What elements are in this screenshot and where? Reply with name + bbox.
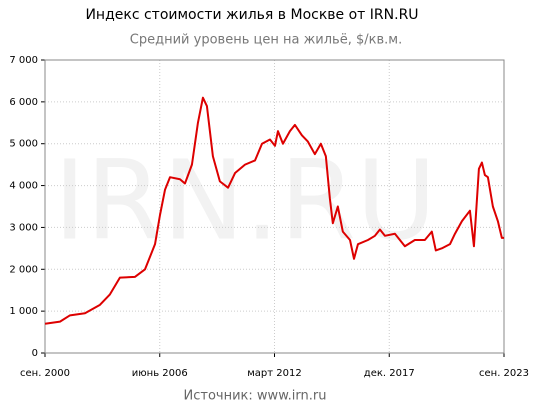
x-tick-label: сен. 2000 xyxy=(20,368,70,379)
x-tick-label: дек. 2017 xyxy=(364,368,415,379)
plot-frame xyxy=(44,59,505,354)
source: Источник: www.irn.ru xyxy=(184,389,327,404)
y-tick-label: 6 000 xyxy=(9,97,38,108)
y-tick-label: 7 000 xyxy=(9,55,38,66)
x-tick-label: июнь 2006 xyxy=(132,368,188,379)
y-tick-label: 0 xyxy=(32,348,38,359)
watermark: IRN.RU xyxy=(53,136,436,264)
y-tick-label: 3 000 xyxy=(9,222,38,233)
x-tick-label: сен. 2023 xyxy=(479,368,529,379)
chart-title: Индекс стоимости жилья в Москве от IRN.R… xyxy=(85,7,418,23)
y-tick-label: 4 000 xyxy=(9,181,38,192)
x-tick-label: март 2012 xyxy=(247,368,301,379)
y-tick-label: 2 000 xyxy=(9,264,38,275)
chart-subtitle: Средний уровень цен на жильё, $/кв.м. xyxy=(130,33,402,48)
line xyxy=(44,96,505,325)
y-tick-label: 5 000 xyxy=(9,139,38,150)
y-tick-label: 1 000 xyxy=(9,306,38,317)
